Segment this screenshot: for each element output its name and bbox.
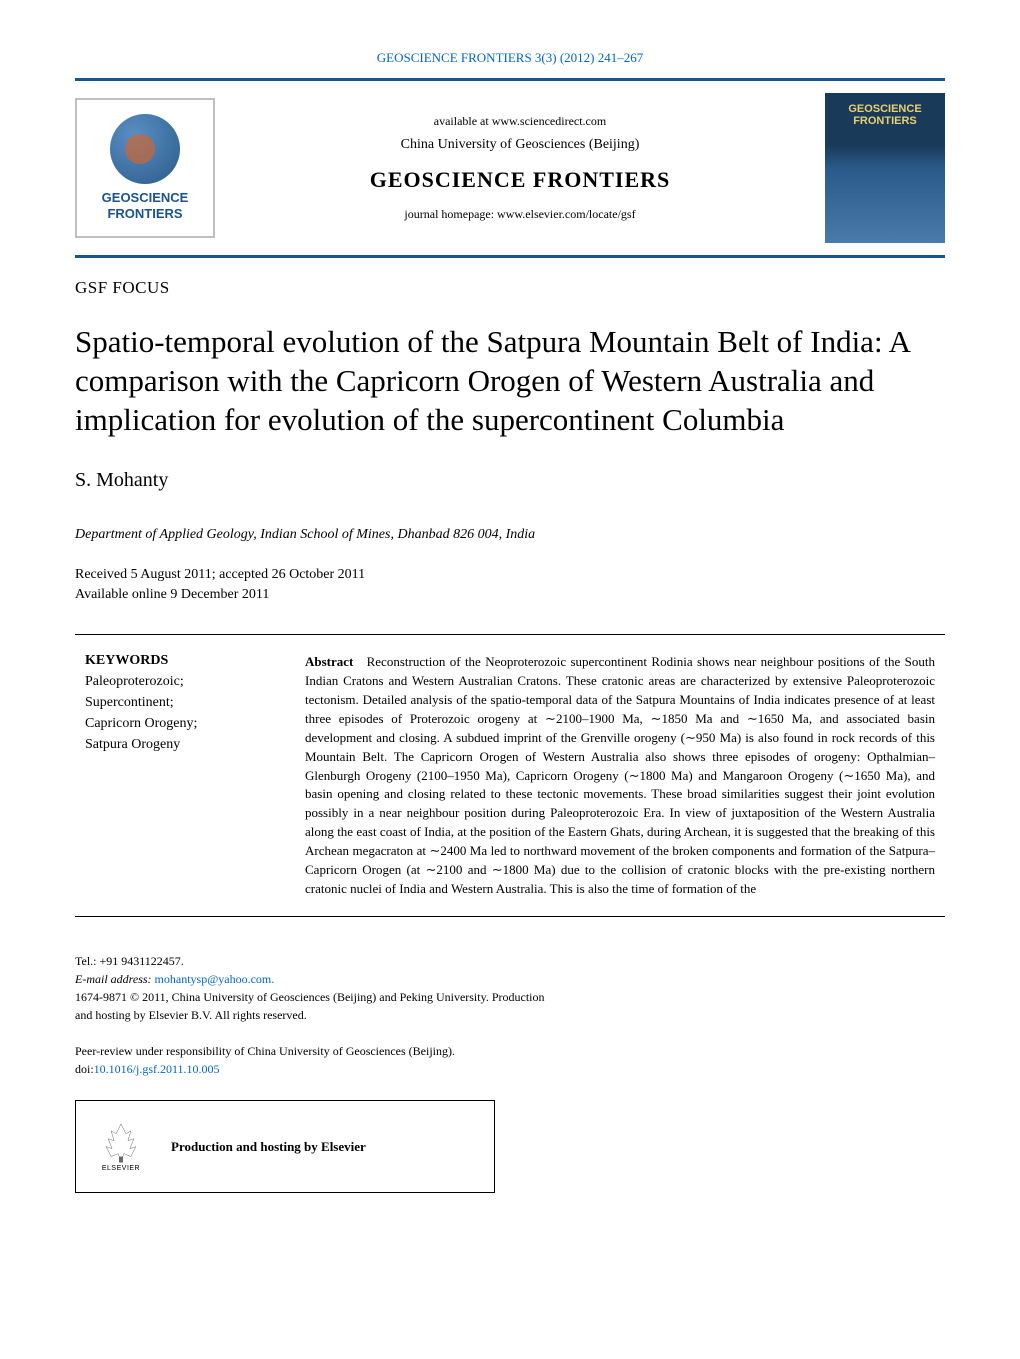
article-dates: Received 5 August 2011; accepted 26 Octo… (75, 565, 945, 604)
peer-review-line: Peer-review under responsibility of Chin… (75, 1042, 555, 1060)
abstract-text: Abstract Reconstruction of the Neoproter… (305, 653, 935, 898)
email-label: E-mail address: (75, 972, 155, 986)
doi-label: doi: (75, 1062, 94, 1076)
available-date: Available online 9 December 2011 (75, 585, 945, 605)
journal-brand: GEOSCIENCE FRONTIERS (235, 167, 805, 193)
cover-line1: GEOSCIENCE (848, 103, 921, 115)
elsevier-logo: ELSEVIER (96, 1119, 146, 1174)
hosting-text: Production and hosting by Elsevier (171, 1137, 366, 1157)
telephone: Tel.: +91 9431122457. (75, 952, 945, 970)
hosting-box: ELSEVIER Production and hosting by Elsev… (75, 1100, 495, 1193)
received-date: Received 5 August 2011; accepted 26 Octo… (75, 565, 945, 585)
content-section: KEYWORDS Paleoproterozoic; Supercontinen… (75, 634, 945, 917)
university-name: China University of Geosciences (Beijing… (235, 137, 805, 153)
keywords-heading: KEYWORDS (85, 653, 265, 669)
header-citation: GEOSCIENCE FRONTIERS 3(3) (2012) 241–267 (75, 50, 945, 66)
elsevier-label: ELSEVIER (102, 1164, 140, 1175)
author-affiliation: Department of Applied Geology, Indian Sc… (75, 527, 945, 543)
email-line: E-mail address: mohantysp@yahoo.com. (75, 970, 945, 988)
available-at: available at www.sciencedirect.com (235, 114, 805, 129)
email-address[interactable]: mohantysp@yahoo.com. (155, 972, 275, 986)
copyright-line: 1674-9871 © 2011, China University of Ge… (75, 988, 555, 1024)
abstract-column: Abstract Reconstruction of the Neoproter… (305, 653, 935, 898)
logo-line1: GEOSCIENCE (102, 190, 189, 206)
abstract-body: Reconstruction of the Neoproterozoic sup… (305, 654, 935, 895)
section-label: GSF FOCUS (75, 278, 945, 298)
cover-line2: FRONTIERS (848, 115, 921, 127)
logo-line2: FRONTIERS (102, 206, 189, 222)
tree-icon (96, 1119, 146, 1164)
journal-logo-left: GEOSCIENCE FRONTIERS (75, 98, 215, 238)
header-center: available at www.sciencedirect.com China… (235, 114, 805, 222)
keywords-column: KEYWORDS Paleoproterozoic; Supercontinen… (85, 653, 265, 898)
doi-value[interactable]: 10.1016/j.gsf.2011.10.005 (94, 1062, 220, 1076)
doi-line: doi:10.1016/j.gsf.2011.10.005 (75, 1060, 945, 1078)
footer-section: Tel.: +91 9431122457. E-mail address: mo… (75, 952, 945, 1193)
article-title: Spatio-temporal evolution of the Satpura… (75, 323, 945, 439)
abstract-label: Abstract (305, 654, 353, 669)
cover-title: GEOSCIENCE FRONTIERS (848, 103, 921, 127)
logo-text: GEOSCIENCE FRONTIERS (102, 190, 189, 221)
header-container: GEOSCIENCE FRONTIERS available at www.sc… (75, 78, 945, 258)
journal-homepage: journal homepage: www.elsevier.com/locat… (235, 207, 805, 222)
keywords-list: Paleoproterozoic; Supercontinent; Capric… (85, 671, 265, 755)
author-name: S. Mohanty (75, 469, 945, 492)
globe-icon (110, 114, 180, 184)
journal-cover-right: GEOSCIENCE FRONTIERS (825, 93, 945, 243)
